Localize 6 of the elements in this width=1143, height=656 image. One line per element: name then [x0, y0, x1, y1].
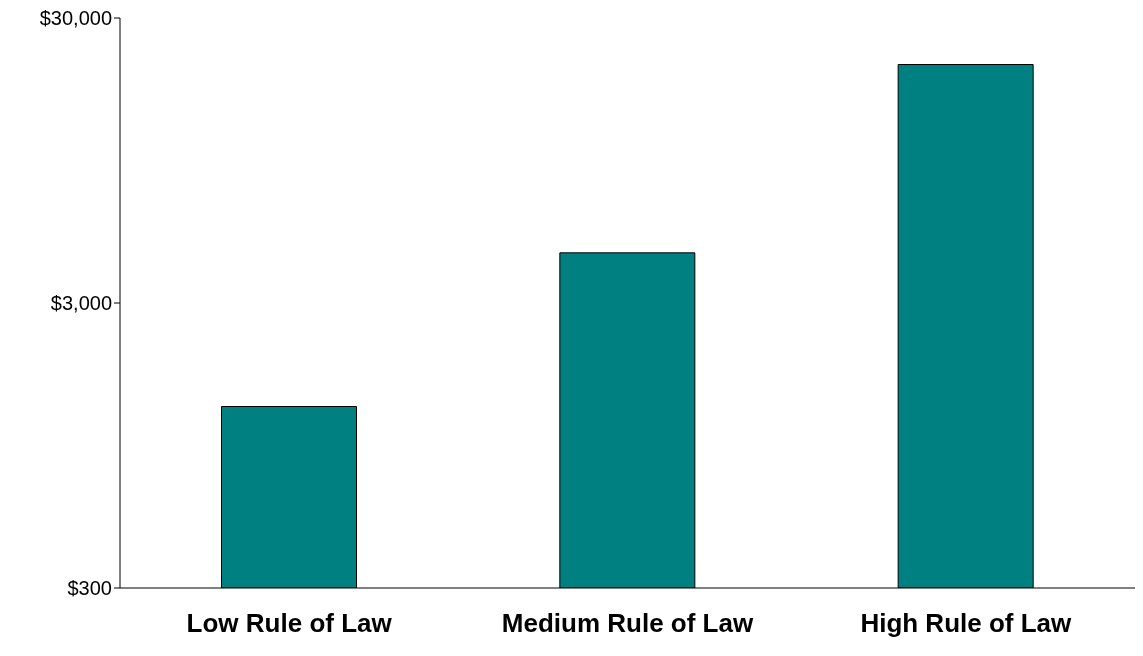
x-tick-label: Low Rule of Law [186, 608, 393, 639]
y-tick-label: $30,000 [39, 7, 112, 30]
x-tick-label: High Rule of Law [860, 608, 1073, 639]
y-tick-label: $3,000 [50, 292, 112, 315]
x-tick-label: Medium Rule of Law [501, 608, 754, 639]
y-tick-label: $300 [67, 577, 112, 600]
